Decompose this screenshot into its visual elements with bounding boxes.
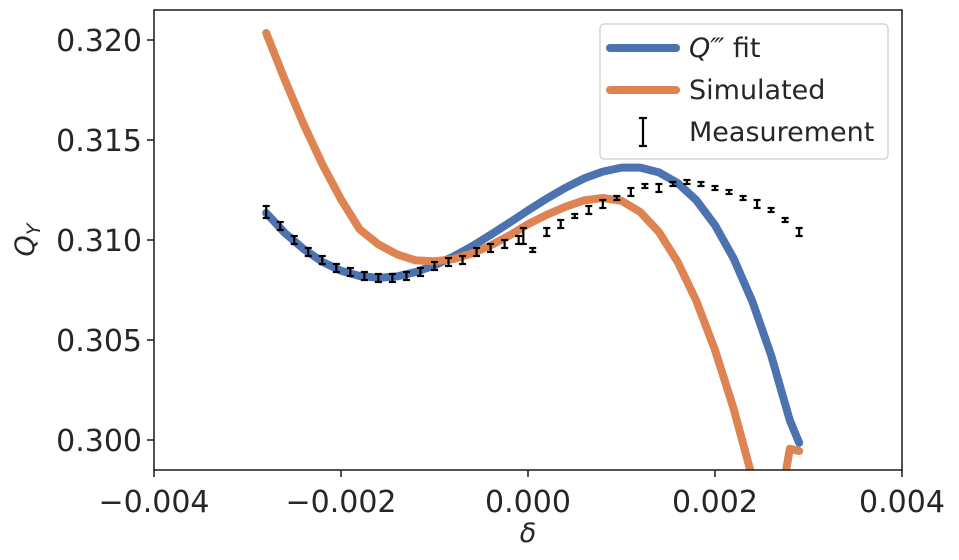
y-axis-label-subscript: Y [23, 222, 45, 235]
y-tick-label: 0.315 [56, 124, 142, 159]
series-line-simulated [262, 29, 804, 470]
measurement-point [374, 272, 382, 284]
y-axis-label-main: Q [10, 235, 41, 256]
measurement-point [599, 198, 607, 210]
measurement-point [655, 182, 663, 194]
measurement-point [795, 226, 803, 238]
measurement-point [543, 226, 551, 238]
measurement-point [669, 180, 677, 188]
measurement-point [402, 270, 410, 282]
measurement-point [711, 184, 719, 192]
y-axis-label: QY [10, 222, 45, 256]
legend-label-main: Simulated [689, 75, 825, 106]
y-tick-label: 0.300 [56, 424, 142, 459]
measurement-point [332, 262, 340, 274]
measurement-point [725, 188, 733, 196]
measurement-point [683, 178, 691, 186]
axis-ticks: −0.004 −0.002 0.000 0.002 0.004 0.300 0.305 0.3… [56, 24, 945, 520]
measurement-point [445, 256, 453, 268]
measurement-point [459, 254, 467, 266]
measurement-point [519, 226, 527, 246]
measurement-point [753, 198, 761, 210]
measurement-point [697, 180, 705, 188]
measurement-point [515, 234, 523, 246]
series-line-q-fit [262, 163, 804, 447]
x-tick-label: 0.000 [485, 485, 571, 520]
series-layer [262, 29, 804, 470]
measurement-point [431, 260, 438, 272]
x-axis-label: δ [520, 518, 537, 549]
x-tick-label: −0.002 [285, 485, 396, 520]
x-tick-label: 0.004 [859, 485, 945, 520]
legend-label: Measurement [689, 117, 874, 148]
measurement-point [290, 234, 298, 246]
measurement-point [318, 254, 326, 266]
measurement-point [781, 216, 789, 224]
y-tick-label: 0.310 [56, 224, 142, 259]
measurement-point [627, 186, 635, 198]
x-tick-label: −0.004 [98, 485, 209, 520]
measurement-point [641, 182, 649, 190]
measurement-point [501, 238, 509, 250]
measurement-point [473, 246, 481, 258]
legend-box [599, 23, 889, 160]
legend: Q‴ fit Simulated Measurement [599, 23, 889, 160]
measurement-point [360, 270, 368, 282]
measurement-point [416, 266, 424, 278]
measurement-point [767, 206, 775, 214]
legend-label-main: Measurement [689, 117, 874, 148]
measurement-point [304, 246, 312, 258]
legend-label-rest: fit [724, 33, 760, 64]
x-tick-label: 0.002 [672, 485, 758, 520]
measurement-point [487, 242, 495, 254]
measurement-point [262, 204, 270, 220]
measurement-point [571, 212, 579, 220]
y-tick-label: 0.320 [56, 24, 142, 59]
measurement-point [739, 194, 747, 202]
measurement-point [585, 204, 593, 216]
legend-label: Q‴ fit [689, 33, 760, 64]
measurement-point [557, 218, 565, 230]
measurement-point [613, 194, 621, 202]
y-tick-label: 0.305 [56, 324, 142, 359]
measurement-point [346, 266, 354, 278]
measurement-point [388, 272, 396, 284]
measurement-point [276, 220, 284, 232]
legend-label: Simulated [689, 75, 825, 106]
measurement-point [529, 246, 537, 254]
legend-label-main: Q‴ [689, 33, 724, 64]
